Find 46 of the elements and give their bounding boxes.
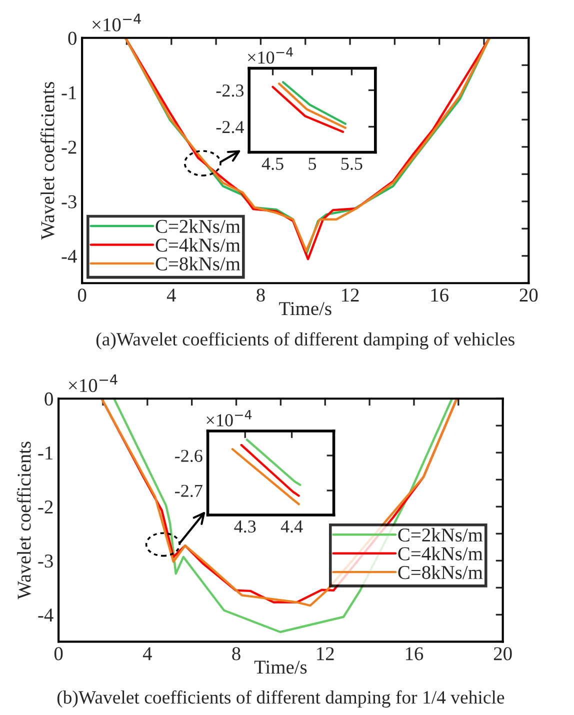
y-tick-label: -4: [38, 608, 54, 622]
y-tick-label: -3: [38, 554, 53, 568]
x-tick-label: 8: [232, 647, 240, 660]
x-tick-label: 4: [142, 647, 152, 660]
x-tick-label: 20: [520, 288, 538, 302]
y-tick-label: -3: [62, 195, 76, 208]
x-tick-label: 12: [342, 288, 359, 302]
y-tick-label: -2.7: [175, 484, 202, 498]
text: ×10$^{−4}$: [92, 14, 141, 32]
x-tick-label: 4.4: [280, 520, 303, 533]
legend-label: C=2kNs/m: [156, 219, 240, 233]
x-axis-title: Time/s: [279, 302, 332, 316]
y-tick-label: 0: [44, 392, 53, 406]
y-axis-title: Wavelet coefficients: [40, 82, 54, 240]
y-tick-label: -1: [38, 446, 53, 460]
text: (a)Wavelet coefficients of different damping of vehicles: [96, 332, 514, 350]
legend-label: C=8kNs/m: [156, 256, 240, 270]
y-tick-label: -2.3: [216, 84, 244, 97]
legend-label: C=4kNs/m: [398, 546, 483, 560]
x-tick-label: 12: [317, 647, 334, 660]
x-tick-label: 0: [78, 288, 86, 302]
y-tick-label: 0: [68, 32, 76, 45]
y-tick-label: -2.6: [175, 450, 202, 462]
x-axis-title: Time/s: [254, 660, 307, 674]
text: ×10$^{−4}$: [68, 374, 118, 392]
y-axis-title: Wavelet coefficients: [16, 442, 31, 600]
x-tick-label: 5.5: [341, 158, 362, 170]
x-tick-label: 5: [308, 158, 316, 170]
x-tick-label: 4.5: [262, 158, 284, 170]
x-tick-label: 16: [431, 288, 448, 302]
legend-label: C=8kNs/m: [398, 565, 483, 580]
y-tick-label: -1: [62, 86, 76, 100]
annotation: ×10$^{−4}$: [206, 410, 252, 426]
annotation: ×10$^{−4}$: [248, 47, 293, 64]
x-tick-label: 4.3: [234, 520, 256, 533]
y-tick-label: -2.4: [216, 121, 244, 134]
y-tick-label: -4: [62, 250, 77, 263]
x-tick-label: 4: [166, 288, 176, 302]
legend-label: C=2kNs/m: [398, 528, 483, 542]
y-tick-label: -2: [38, 500, 53, 514]
x-tick-label: 16: [406, 647, 424, 660]
x-tick-label: 8: [256, 288, 265, 302]
legend-label: C=4kNs/m: [156, 238, 240, 252]
x-tick-label: 20: [494, 647, 512, 660]
text: (b)Wavelet coefficients of different damping for 1/4 vehicle: [57, 690, 504, 708]
y-tick-label: -2: [62, 140, 76, 154]
